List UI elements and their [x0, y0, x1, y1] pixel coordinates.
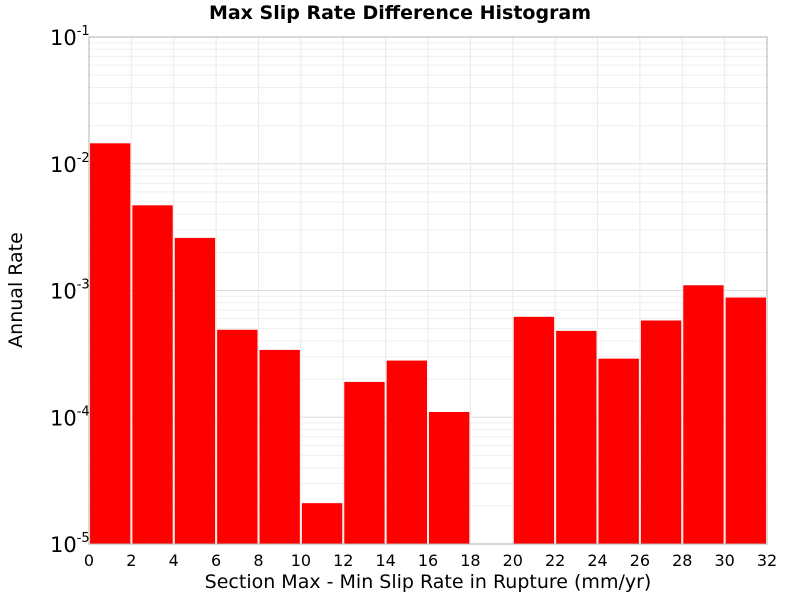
- bar: [301, 503, 343, 544]
- bar: [598, 358, 639, 544]
- x-tick-label: 20: [503, 551, 523, 570]
- bar: [725, 297, 766, 544]
- x-tick-label: 2: [126, 551, 136, 570]
- x-tick-label: 26: [630, 551, 650, 570]
- x-tick-label: 8: [253, 551, 263, 570]
- bar: [174, 237, 216, 544]
- bar: [132, 205, 173, 545]
- bar: [683, 285, 724, 544]
- bar: [640, 320, 682, 544]
- bar: [344, 381, 385, 544]
- x-tick-label: 24: [587, 551, 607, 570]
- bar: [90, 143, 131, 544]
- x-tick-label: 0: [84, 551, 94, 570]
- bar: [556, 330, 597, 544]
- x-tick-label: 16: [418, 551, 438, 570]
- x-tick-label: 12: [333, 551, 353, 570]
- y-tick-label: 10-1: [50, 24, 90, 50]
- bar: [513, 316, 555, 544]
- bar: [259, 349, 300, 544]
- x-tick-label: 10: [291, 551, 311, 570]
- bar: [386, 360, 427, 544]
- bars: [90, 143, 766, 545]
- bar: [217, 329, 258, 544]
- y-tick-label: 10-4: [50, 404, 90, 430]
- x-tick-label: 30: [714, 551, 734, 570]
- x-tick-label: 14: [375, 551, 395, 570]
- plot-border: [88, 36, 768, 545]
- y-tick-label: 10-2: [50, 151, 90, 177]
- x-tick-label: 22: [545, 551, 565, 570]
- x-axis-label: Section Max - Min Slip Rate in Rupture (…: [204, 571, 652, 593]
- chart-title: Max Slip Rate Difference Histogram: [208, 2, 592, 24]
- x-tick-label: 6: [211, 551, 221, 570]
- x-tick-labels: 0 2 4 6 8 10 12 14 16 18 20 22 24 26 28 30 32: [84, 551, 777, 570]
- bar: [429, 412, 470, 544]
- y-tick-labels: 10-5 10-4 10-3 10-2 10-1: [50, 24, 90, 557]
- x-tick-label: 4: [169, 551, 179, 570]
- y-tick-label: 10-3: [50, 278, 90, 304]
- x-tick-label: 32: [757, 551, 777, 570]
- x-tick-label: 28: [672, 551, 692, 570]
- y-tick-label: 10-5: [50, 531, 90, 557]
- x-tick-label: 18: [460, 551, 480, 570]
